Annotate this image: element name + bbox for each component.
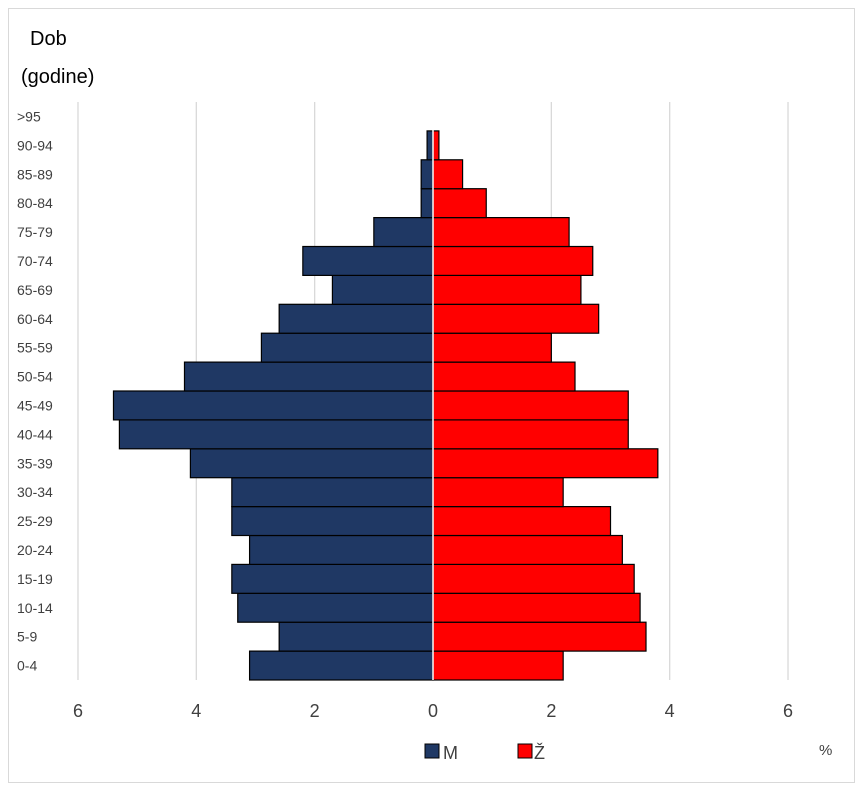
x-tick-label: 4 (665, 701, 675, 721)
legend-swatch-z (518, 744, 532, 758)
y-axis-title-line2: (godine) (21, 66, 94, 88)
bar-z (433, 362, 575, 391)
bar-z (433, 304, 599, 333)
bar-z (433, 131, 439, 160)
bar-m (232, 564, 433, 593)
bar-z (433, 189, 486, 218)
category-label: 55-59 (17, 340, 53, 356)
x-tick-label: 2 (546, 701, 556, 721)
bar-z (433, 507, 611, 536)
category-label: 80-84 (17, 195, 53, 211)
x-tick-label: 2 (310, 701, 320, 721)
unit-label: % (819, 742, 832, 759)
bar-m (232, 507, 433, 536)
bars-group (113, 122, 657, 680)
bar-m (190, 449, 433, 478)
category-label: >95 (17, 108, 41, 124)
bar-m (279, 622, 433, 651)
x-tick-label: 4 (191, 701, 201, 721)
x-tick-label: 6 (783, 701, 793, 721)
bar-m (250, 536, 433, 565)
bar-m (303, 247, 433, 276)
x-tick-label: 6 (73, 701, 83, 721)
bar-z (433, 275, 581, 304)
category-label: 10-14 (17, 600, 53, 616)
category-label: 35-39 (17, 455, 53, 471)
category-label: 90-94 (17, 137, 53, 153)
bar-m (421, 160, 433, 189)
bar-m (250, 651, 433, 680)
x-tick-labels: 6 4 2 0 2 4 6 (73, 701, 793, 721)
bar-z (433, 622, 646, 651)
category-label: 25-29 (17, 513, 53, 529)
bar-m (232, 478, 433, 507)
legend-label-z: Ž (534, 743, 545, 763)
bar-m (427, 131, 433, 160)
category-label: 75-79 (17, 224, 53, 240)
bar-z (433, 593, 640, 622)
bar-z (433, 218, 569, 247)
bar-m (332, 275, 433, 304)
bar-z (433, 536, 622, 565)
category-label: 45-49 (17, 397, 53, 413)
bar-z (433, 564, 634, 593)
category-label: 30-34 (17, 484, 53, 500)
bar-m (279, 304, 433, 333)
bar-m (421, 189, 433, 218)
bar-m (261, 333, 433, 362)
bar-z (433, 333, 551, 362)
bar-z (433, 478, 563, 507)
x-tick-label: 0 (428, 701, 438, 721)
category-label: 40-44 (17, 426, 53, 442)
bar-z (433, 420, 628, 449)
category-label: 15-19 (17, 571, 53, 587)
category-label: 85-89 (17, 166, 53, 182)
bar-m (374, 218, 433, 247)
category-labels: 0-4 5-9 10-14 15-19 20-24 25-29 30-34 35-39 40-4… (17, 108, 53, 673)
bar-m (184, 362, 433, 391)
category-label: 5-9 (17, 629, 37, 645)
bar-m (119, 420, 433, 449)
legend-swatch-m (425, 744, 439, 758)
bar-z (433, 391, 628, 420)
category-label: 20-24 (17, 542, 53, 558)
category-label: 70-74 (17, 253, 53, 269)
bar-z (433, 160, 463, 189)
bar-m (113, 391, 433, 420)
bar-z (433, 651, 563, 680)
category-label: 50-54 (17, 369, 53, 385)
bar-m (238, 593, 433, 622)
legend-label-m: M (443, 743, 458, 763)
category-label: 65-69 (17, 282, 53, 298)
category-label: 60-64 (17, 311, 53, 327)
bar-z (433, 247, 593, 276)
y-axis-title-line1: Dob (30, 28, 67, 50)
bar-z (433, 449, 658, 478)
category-label: 0-4 (17, 658, 37, 674)
legend: M Ž (425, 743, 545, 763)
